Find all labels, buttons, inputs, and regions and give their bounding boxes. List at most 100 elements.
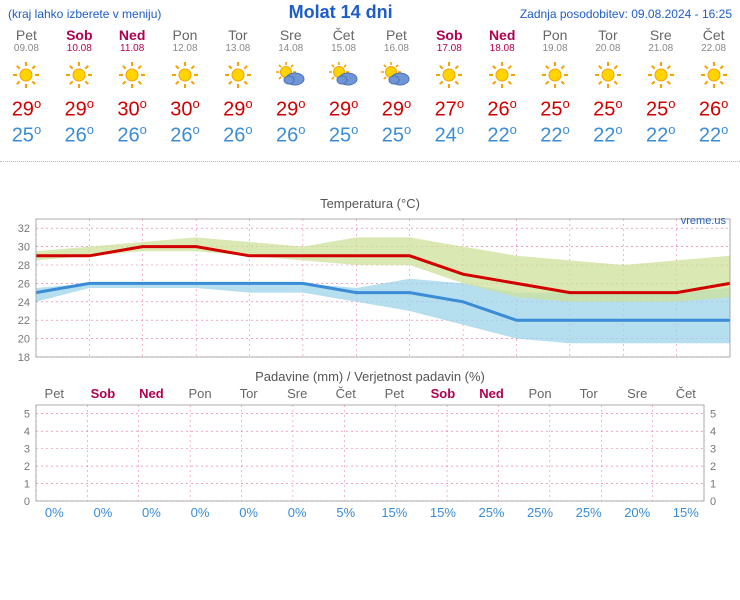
precip-day: Pet <box>370 386 419 401</box>
day-name: Sre <box>635 27 686 43</box>
high-temp: 26o <box>688 96 739 122</box>
day-date: 17.08 <box>424 43 475 54</box>
precip-day: Tor <box>564 386 613 401</box>
svg-text:4: 4 <box>710 426 716 438</box>
temp-chart-title: Temperatura (°C) <box>0 196 740 211</box>
precip-day: Čet <box>321 386 370 401</box>
forecast-table: Pet 09.08 29o 25o Sob 10.08 29o 26o Ned … <box>0 25 740 162</box>
low-temp: 22o <box>530 122 581 148</box>
partly-cloudy-icon <box>318 58 369 92</box>
day-name: Pet <box>371 27 422 43</box>
svg-text:5: 5 <box>710 409 716 421</box>
page-title: Molat 14 dni <box>289 2 393 23</box>
day-date: 16.08 <box>371 43 422 54</box>
day-name: Ned <box>107 27 158 43</box>
day-date: 21.08 <box>635 43 686 54</box>
precip-pct: 20% <box>613 505 662 520</box>
day-name: Čet <box>688 27 739 43</box>
high-temp: 25o <box>635 96 686 122</box>
low-temp: 26o <box>160 122 211 148</box>
sun-icon <box>160 58 211 92</box>
svg-text:4: 4 <box>24 426 30 438</box>
forecast-col: Sre 21.08 25o 22o <box>634 27 687 147</box>
svg-text:1: 1 <box>24 479 30 491</box>
precip-pct: 25% <box>467 505 516 520</box>
sun-icon <box>582 58 633 92</box>
day-date: 09.08 <box>1 43 52 54</box>
precip-pct: 0% <box>273 505 322 520</box>
sun-icon <box>688 58 739 92</box>
precip-day: Ned <box>127 386 176 401</box>
high-temp: 26o <box>477 96 528 122</box>
svg-text:20: 20 <box>18 334 30 346</box>
sun-icon <box>635 58 686 92</box>
forecast-col: Pon 19.08 25o 22o <box>529 27 582 147</box>
low-temp: 25o <box>318 122 369 148</box>
svg-text:5: 5 <box>24 409 30 421</box>
day-name: Sre <box>265 27 316 43</box>
last-updated: Zadnja posodobitev: 09.08.2024 - 16:25 <box>520 7 732 21</box>
watermark: vreme.us <box>681 215 726 227</box>
precip-pct: 25% <box>516 505 565 520</box>
high-temp: 29o <box>371 96 422 122</box>
precip-pct: 15% <box>419 505 468 520</box>
high-temp: 29o <box>54 96 105 122</box>
precip-day: Sre <box>613 386 662 401</box>
low-temp: 24o <box>424 122 475 148</box>
forecast-col: Ned 18.08 26o 22o <box>476 27 529 147</box>
menu-hint: (kraj lahko izberete v meniju) <box>8 7 161 21</box>
sun-icon <box>107 58 158 92</box>
precip-title: Padavine (mm) / Verjetnost padavin (%) <box>0 369 740 384</box>
low-temp: 22o <box>477 122 528 148</box>
svg-text:28: 28 <box>18 260 30 272</box>
day-name: Ned <box>477 27 528 43</box>
forecast-col: Sob 17.08 27o 24o <box>423 27 476 147</box>
day-date: 14.08 <box>265 43 316 54</box>
precip-day: Sre <box>273 386 322 401</box>
precip-day: Pon <box>516 386 565 401</box>
low-temp: 25o <box>371 122 422 148</box>
day-date: 10.08 <box>54 43 105 54</box>
svg-text:3: 3 <box>24 444 30 456</box>
day-name: Sob <box>54 27 105 43</box>
forecast-col: Sre 14.08 29o 26o <box>264 27 317 147</box>
precip-day: Ned <box>467 386 516 401</box>
precip-pct: 0% <box>224 505 273 520</box>
forecast-col: Čet 22.08 26o 22o <box>687 27 740 147</box>
day-name: Pon <box>160 27 211 43</box>
precipitation-chart: 001122334455 <box>0 401 740 505</box>
precip-day: Sob <box>419 386 468 401</box>
svg-text:3: 3 <box>710 444 716 456</box>
day-date: 18.08 <box>477 43 528 54</box>
day-name: Tor <box>582 27 633 43</box>
low-temp: 26o <box>265 122 316 148</box>
low-temp: 26o <box>212 122 263 148</box>
forecast-col: Tor 20.08 25o 22o <box>581 27 634 147</box>
high-temp: 27o <box>424 96 475 122</box>
forecast-col: Ned 11.08 30o 26o <box>106 27 159 147</box>
high-temp: 29o <box>1 96 52 122</box>
low-temp: 22o <box>582 122 633 148</box>
low-temp: 22o <box>688 122 739 148</box>
svg-text:0: 0 <box>710 496 716 505</box>
precip-day: Čet <box>662 386 711 401</box>
sun-icon <box>424 58 475 92</box>
svg-text:24: 24 <box>18 297 30 309</box>
svg-text:2: 2 <box>24 461 30 473</box>
high-temp: 29o <box>265 96 316 122</box>
high-temp: 29o <box>212 96 263 122</box>
day-name: Čet <box>318 27 369 43</box>
forecast-col: Pet 09.08 29o 25o <box>0 27 53 147</box>
svg-text:30: 30 <box>18 242 30 254</box>
day-date: 13.08 <box>212 43 263 54</box>
day-date: 22.08 <box>688 43 739 54</box>
forecast-col: Sob 10.08 29o 26o <box>53 27 106 147</box>
precip-day-header: PetSobNedPonTorSreČetPetSobNedPonTorSreČ… <box>0 384 740 401</box>
svg-text:18: 18 <box>18 352 30 363</box>
day-date: 20.08 <box>582 43 633 54</box>
precip-pct: 0% <box>79 505 128 520</box>
day-date: 19.08 <box>530 43 581 54</box>
forecast-col: Čet 15.08 29o 25o <box>317 27 370 147</box>
high-temp: 30o <box>160 96 211 122</box>
day-date: 15.08 <box>318 43 369 54</box>
